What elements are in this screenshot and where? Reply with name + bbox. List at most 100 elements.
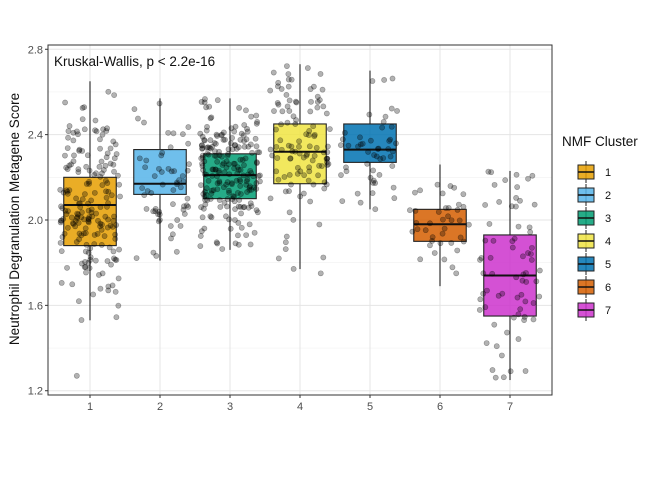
data-point bbox=[58, 203, 64, 210]
data-point bbox=[253, 120, 260, 127]
data-point bbox=[439, 190, 446, 197]
data-point bbox=[338, 172, 344, 178]
data-point bbox=[204, 197, 211, 203]
data-point bbox=[108, 192, 115, 199]
data-point bbox=[112, 288, 119, 295]
data-point bbox=[453, 270, 460, 277]
data-point bbox=[271, 108, 277, 114]
data-point bbox=[100, 126, 107, 133]
data-point bbox=[375, 145, 382, 152]
data-point bbox=[91, 232, 98, 238]
data-point bbox=[72, 223, 79, 230]
data-point bbox=[359, 140, 366, 147]
data-point bbox=[253, 112, 260, 119]
data-point bbox=[275, 83, 281, 90]
data-point bbox=[282, 188, 289, 195]
data-point bbox=[213, 239, 220, 246]
data-point bbox=[244, 189, 250, 195]
data-point bbox=[105, 188, 112, 195]
data-point bbox=[223, 164, 230, 171]
data-point bbox=[447, 183, 454, 189]
data-point bbox=[82, 259, 88, 265]
data-point bbox=[227, 225, 234, 232]
data-point bbox=[212, 148, 218, 155]
data-point bbox=[58, 217, 64, 224]
data-point bbox=[269, 152, 276, 159]
data-point bbox=[110, 248, 117, 255]
data-point bbox=[305, 177, 312, 184]
data-point bbox=[111, 92, 118, 98]
data-point bbox=[234, 164, 241, 170]
data-point bbox=[214, 240, 221, 247]
data-point bbox=[81, 216, 87, 223]
data-point bbox=[102, 162, 109, 169]
data-point bbox=[216, 178, 223, 185]
data-point bbox=[152, 205, 159, 212]
data-point bbox=[257, 178, 263, 185]
data-point bbox=[107, 160, 114, 167]
data-point bbox=[281, 174, 288, 180]
data-point bbox=[64, 224, 71, 231]
data-point bbox=[285, 76, 292, 83]
data-point bbox=[85, 218, 92, 225]
data-point bbox=[105, 287, 112, 294]
data-point bbox=[512, 203, 519, 210]
data-point bbox=[454, 247, 461, 254]
data-point bbox=[297, 168, 304, 175]
data-point bbox=[320, 149, 327, 156]
annotation-text: Kruskal-Wallis, p < 2.2e-16 bbox=[54, 54, 215, 69]
data-point bbox=[267, 87, 274, 94]
data-point bbox=[319, 86, 326, 93]
data-point bbox=[203, 185, 210, 192]
data-point bbox=[294, 170, 301, 177]
data-point bbox=[251, 229, 258, 236]
data-point bbox=[57, 239, 64, 246]
data-point bbox=[248, 186, 255, 193]
data-point bbox=[81, 126, 88, 133]
data-point bbox=[226, 189, 232, 196]
data-point bbox=[311, 133, 318, 140]
data-point bbox=[530, 300, 537, 306]
data-point bbox=[109, 282, 116, 289]
data-point bbox=[369, 190, 376, 197]
data-point bbox=[314, 104, 321, 111]
data-point bbox=[220, 160, 227, 167]
data-point bbox=[197, 243, 204, 249]
data-point bbox=[290, 216, 297, 223]
data-point bbox=[110, 161, 117, 168]
data-point bbox=[231, 142, 238, 149]
data-point bbox=[306, 127, 313, 134]
data-point bbox=[224, 196, 231, 202]
data-point bbox=[209, 166, 216, 173]
data-point bbox=[277, 137, 284, 144]
data-point bbox=[319, 163, 325, 169]
data-point bbox=[530, 316, 537, 323]
data-point bbox=[243, 178, 250, 185]
data-point bbox=[324, 155, 331, 162]
data-point bbox=[107, 222, 114, 229]
data-point bbox=[88, 206, 95, 213]
data-point bbox=[92, 257, 99, 264]
data-point bbox=[337, 142, 344, 149]
data-point bbox=[525, 250, 531, 256]
data-point bbox=[310, 123, 317, 130]
data-point bbox=[60, 216, 67, 222]
data-point bbox=[509, 238, 516, 245]
data-point bbox=[223, 158, 230, 165]
data-point bbox=[241, 143, 248, 150]
data-point bbox=[372, 180, 379, 186]
data-point bbox=[91, 171, 98, 178]
data-point bbox=[185, 203, 192, 210]
y-tick-label: 1.6 bbox=[28, 300, 43, 312]
data-point bbox=[141, 119, 147, 126]
data-point bbox=[216, 148, 222, 155]
data-point bbox=[407, 207, 413, 214]
data-point bbox=[236, 197, 243, 203]
data-point bbox=[78, 317, 85, 323]
legend-title: NMF Cluster bbox=[562, 134, 638, 149]
box-cluster-5 bbox=[343, 123, 397, 163]
data-point bbox=[341, 129, 348, 136]
data-point bbox=[86, 214, 93, 220]
data-point bbox=[248, 170, 255, 176]
data-point bbox=[169, 231, 176, 238]
